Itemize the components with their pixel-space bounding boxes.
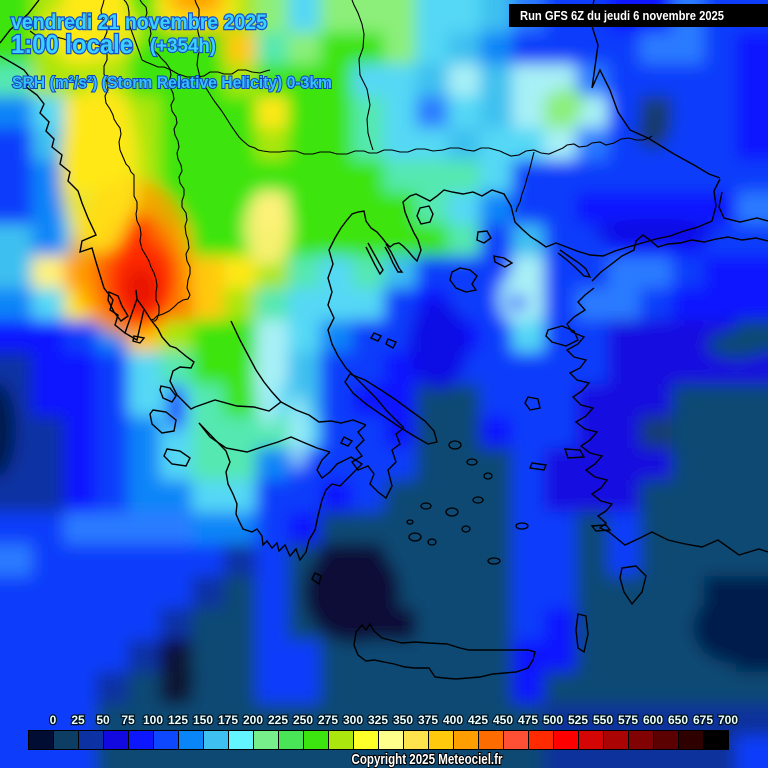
- svg-text:675: 675: [693, 713, 713, 727]
- svg-text:200: 200: [243, 713, 263, 727]
- svg-text:0: 0: [50, 713, 57, 727]
- svg-text:325: 325: [368, 713, 388, 727]
- svg-text:525: 525: [568, 713, 588, 727]
- svg-text:400: 400: [443, 713, 463, 727]
- svg-text:275: 275: [318, 713, 338, 727]
- svg-text:125: 125: [168, 713, 188, 727]
- svg-text:600: 600: [643, 713, 663, 727]
- svg-text:475: 475: [518, 713, 538, 727]
- svg-text:650: 650: [668, 713, 688, 727]
- svg-text:50: 50: [96, 713, 110, 727]
- svg-text:175: 175: [218, 713, 238, 727]
- svg-text:500: 500: [543, 713, 563, 727]
- svg-text:SRH (m²/s²) (Storm Relative He: SRH (m²/s²) (Storm Relative Helicity) 0-…: [12, 73, 332, 92]
- svg-text:225: 225: [268, 713, 288, 727]
- svg-text:vendredi 21 novembre 2025: vendredi 21 novembre 2025: [11, 11, 267, 34]
- svg-text:375: 375: [418, 713, 438, 727]
- svg-text:1:00 locale: 1:00 locale: [11, 29, 133, 59]
- svg-text:Copyright 2025 Meteociel.fr: Copyright 2025 Meteociel.fr: [352, 751, 503, 768]
- svg-text:300: 300: [343, 713, 363, 727]
- svg-text:425: 425: [468, 713, 488, 727]
- svg-text:575: 575: [618, 713, 638, 727]
- svg-text:450: 450: [493, 713, 513, 727]
- svg-text:100: 100: [143, 713, 163, 727]
- svg-text:25: 25: [71, 713, 85, 727]
- svg-text:Run GFS 6Z du jeudi 6 novembre: Run GFS 6Z du jeudi 6 novembre 2025: [520, 9, 724, 23]
- svg-text:75: 75: [121, 713, 135, 727]
- svg-text:700: 700: [718, 713, 738, 727]
- svg-text:150: 150: [193, 713, 213, 727]
- svg-text:550: 550: [593, 713, 613, 727]
- svg-text:350: 350: [393, 713, 413, 727]
- svg-text:(+354h): (+354h): [150, 36, 216, 57]
- svg-text:250: 250: [293, 713, 313, 727]
